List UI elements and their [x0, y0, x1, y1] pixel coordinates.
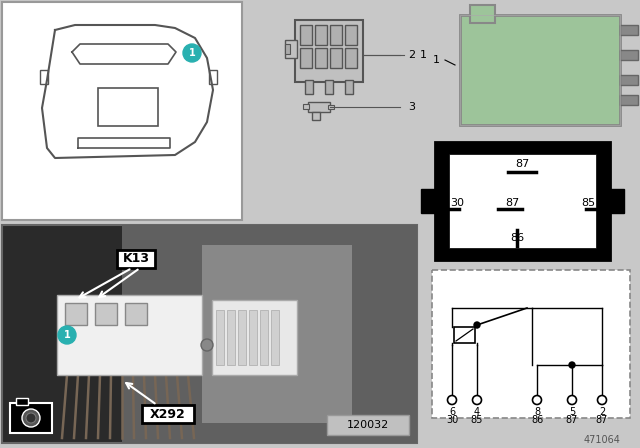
- Text: 86: 86: [510, 233, 524, 243]
- Bar: [315, 48, 327, 68]
- Bar: [95, 303, 117, 325]
- Text: X292: X292: [150, 408, 186, 421]
- Bar: [315, 25, 327, 45]
- Bar: [216, 310, 224, 365]
- Bar: [16, 398, 28, 405]
- Text: 6: 6: [449, 407, 455, 417]
- Text: 120032: 120032: [347, 420, 389, 430]
- Circle shape: [474, 322, 480, 328]
- Bar: [345, 48, 357, 68]
- Text: 2: 2: [408, 50, 415, 60]
- Bar: [308, 102, 330, 112]
- Bar: [435, 142, 610, 260]
- Bar: [122, 225, 417, 443]
- Text: 4: 4: [474, 407, 480, 417]
- Bar: [98, 88, 158, 126]
- Bar: [454, 327, 475, 343]
- Text: 2: 2: [599, 407, 605, 417]
- Bar: [325, 80, 333, 94]
- Circle shape: [475, 323, 479, 327]
- Text: 30: 30: [450, 198, 464, 208]
- Bar: [305, 80, 313, 94]
- Bar: [620, 75, 638, 85]
- Text: 471064: 471064: [583, 435, 620, 445]
- Bar: [303, 104, 309, 109]
- Circle shape: [58, 326, 76, 344]
- Bar: [238, 310, 246, 365]
- Bar: [345, 25, 357, 45]
- Bar: [249, 310, 257, 365]
- Circle shape: [447, 396, 456, 405]
- Bar: [295, 20, 363, 82]
- Circle shape: [598, 396, 607, 405]
- Bar: [40, 70, 48, 84]
- Bar: [330, 48, 342, 68]
- Text: 1: 1: [420, 50, 427, 60]
- Circle shape: [183, 44, 201, 62]
- Circle shape: [26, 413, 36, 423]
- Circle shape: [472, 396, 481, 405]
- Text: 1: 1: [63, 330, 70, 340]
- Bar: [608, 189, 624, 213]
- Text: 86: 86: [531, 415, 543, 425]
- Circle shape: [22, 409, 40, 427]
- Bar: [470, 5, 495, 23]
- Text: 1: 1: [189, 48, 195, 58]
- Bar: [271, 310, 279, 365]
- Text: 87: 87: [505, 198, 519, 208]
- Text: 8: 8: [534, 407, 540, 417]
- Bar: [460, 15, 620, 125]
- Bar: [209, 70, 217, 84]
- Bar: [10, 403, 52, 433]
- Bar: [327, 415, 409, 435]
- Bar: [2, 2, 242, 220]
- Bar: [330, 25, 342, 45]
- Bar: [300, 48, 312, 68]
- Bar: [125, 303, 147, 325]
- Bar: [57, 295, 202, 375]
- Bar: [620, 50, 638, 60]
- Circle shape: [201, 339, 213, 351]
- Bar: [212, 300, 297, 375]
- Bar: [300, 25, 312, 45]
- Text: 87: 87: [566, 415, 578, 425]
- Circle shape: [568, 396, 577, 405]
- Bar: [328, 105, 334, 109]
- Text: 87: 87: [596, 415, 608, 425]
- Text: 1: 1: [433, 55, 440, 65]
- Text: 3: 3: [408, 102, 415, 112]
- Bar: [449, 154, 596, 248]
- Text: 30: 30: [446, 415, 458, 425]
- Text: 5: 5: [569, 407, 575, 417]
- Text: K13: K13: [122, 253, 150, 266]
- Bar: [202, 245, 352, 423]
- Bar: [620, 95, 638, 105]
- Circle shape: [532, 396, 541, 405]
- Text: 87: 87: [515, 159, 529, 169]
- Bar: [142, 405, 194, 423]
- Bar: [620, 25, 638, 35]
- Bar: [65, 303, 87, 325]
- Bar: [285, 40, 297, 58]
- Bar: [432, 270, 630, 418]
- Text: 85: 85: [471, 415, 483, 425]
- Bar: [345, 80, 353, 94]
- Text: 85: 85: [581, 198, 595, 208]
- Bar: [460, 15, 620, 125]
- Bar: [312, 112, 320, 120]
- Bar: [2, 225, 417, 443]
- Circle shape: [569, 362, 575, 368]
- Bar: [421, 189, 437, 213]
- Bar: [117, 250, 155, 268]
- Bar: [260, 310, 268, 365]
- Bar: [227, 310, 235, 365]
- Bar: [285, 44, 290, 54]
